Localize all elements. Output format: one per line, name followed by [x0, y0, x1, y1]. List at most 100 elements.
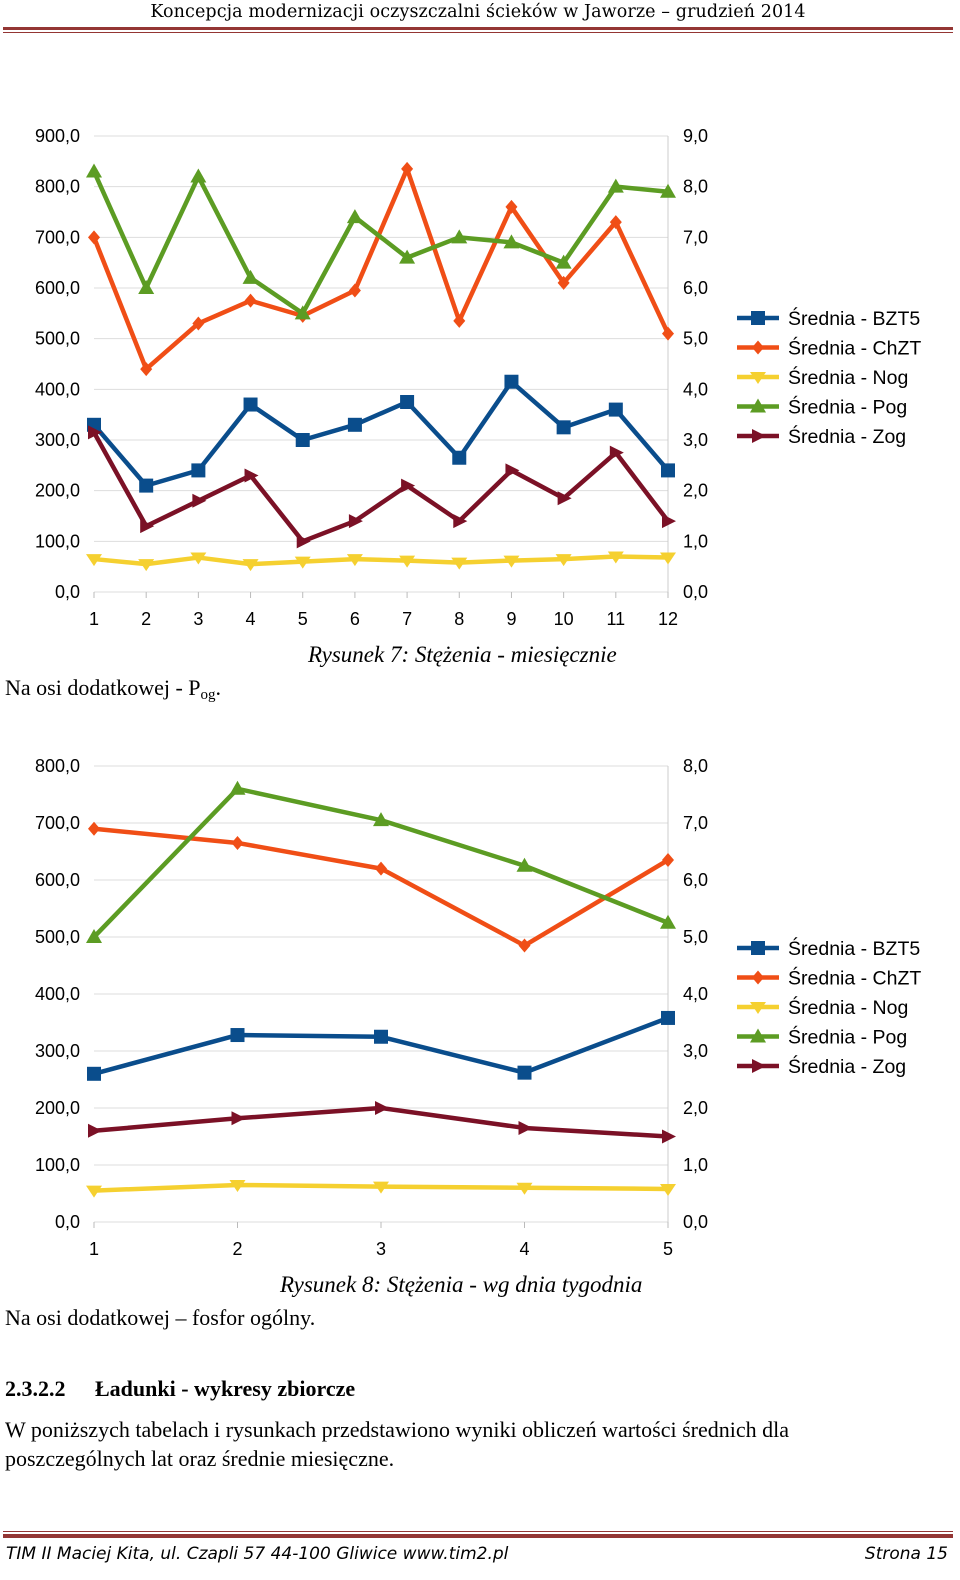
- x-tick-label: 2: [232, 1239, 242, 1259]
- note-1-subscript: og: [200, 687, 216, 703]
- y2-tick-label: 3,0: [683, 430, 708, 450]
- legend-label: Średnia - Nog: [788, 365, 908, 389]
- x-tick-label: 5: [298, 609, 308, 629]
- x-tick-label: 8: [454, 609, 464, 629]
- data-point-pog: [373, 812, 389, 827]
- y-tick-label: 0,0: [55, 582, 80, 602]
- series-zog: [88, 1101, 676, 1144]
- series-pog: [86, 780, 676, 943]
- data-point-nog: [516, 1182, 533, 1195]
- axis-labels: 0,0 100,0 200,0 300,0 400,0 500,0 600,0 700,0 80…: [35, 756, 708, 1259]
- y-tick-label: 300,0: [35, 1041, 80, 1061]
- y2-tick-label: 2,0: [683, 1098, 708, 1118]
- data-point-pog: [86, 929, 102, 943]
- y-tick-label: 400,0: [35, 984, 80, 1004]
- note-secondary-axis-2: Na osi dodatkowej – fosfor ogólny.: [5, 1305, 316, 1330]
- data-point-nog: [138, 559, 155, 572]
- legend-swatch-marker: [752, 1059, 766, 1073]
- data-point-nog: [190, 552, 207, 565]
- y2-tick-label: 6,0: [683, 870, 708, 890]
- data-point-zog: [609, 445, 624, 460]
- y-tick-label: 700,0: [35, 227, 80, 247]
- y2-tick-label: 1,0: [683, 531, 708, 551]
- x-tick-label: 4: [246, 609, 256, 629]
- y-tick-label: 700,0: [35, 813, 80, 833]
- legend-item-nog: Średnia - Nog: [737, 365, 908, 389]
- y-tick-label: 600,0: [35, 870, 80, 890]
- y2-tick-label: 9,0: [683, 126, 708, 146]
- section-paragraph: W poniższych tabelach i rysunkach przeds…: [5, 1417, 790, 1471]
- y-tick-label: 200,0: [35, 1098, 80, 1118]
- legend: Średnia - BZT5 Średnia - ChZT Średnia - No…: [737, 936, 921, 1078]
- x-tick-label: 10: [554, 609, 574, 629]
- data-point-bzt5: [556, 420, 571, 435]
- y-tick-label: 800,0: [35, 756, 80, 776]
- y2-tick-label: 2,0: [683, 481, 708, 501]
- x-tick-label: 6: [350, 609, 360, 629]
- legend-label: Średnia - Zog: [788, 1054, 906, 1078]
- data-point-pog: [190, 168, 207, 183]
- data-point-zog: [192, 493, 207, 508]
- x-tick-label: 3: [193, 609, 203, 629]
- legend-swatch-marker: [751, 311, 765, 325]
- series-chzt: [88, 161, 674, 377]
- series-nog: [86, 1179, 676, 1198]
- data-point-bzt5: [608, 402, 623, 417]
- x-tick-label: 1: [89, 609, 99, 629]
- gridlines: [93, 135, 669, 598]
- y-tick-label: 0,0: [55, 1212, 80, 1232]
- legend-item-pog: Średnia - Pog: [737, 1025, 907, 1049]
- data-point-bzt5: [452, 450, 467, 465]
- data-point-chzt: [662, 326, 674, 341]
- data-point-pog: [516, 857, 533, 872]
- series-line-zog: [92, 431, 670, 544]
- data-point-zog: [505, 463, 520, 478]
- note-1-text: Na osi dodatkowej - P: [5, 675, 201, 700]
- data-point-zog: [244, 468, 259, 483]
- y2-tick-label: 5,0: [683, 927, 708, 947]
- legend-item-nog: Średnia - Nog: [737, 995, 908, 1019]
- data-point-nog: [451, 557, 468, 570]
- legend-label: Średnia - ChZT: [788, 966, 921, 990]
- y-tick-label: 300,0: [35, 430, 80, 450]
- running-header: Koncepcja modernizacji oczyszczalni ście…: [150, 2, 806, 22]
- legend-swatch-marker: [751, 941, 765, 955]
- legend-item-bzt5: Średnia - BZT5: [737, 936, 920, 960]
- y2-tick-label: 0,0: [683, 582, 708, 602]
- y-tick-label: 400,0: [35, 379, 80, 399]
- legend-swatch-marker: [750, 1028, 766, 1043]
- chart-weekday: 0,0 100,0 200,0 300,0 400,0 500,0 600,0 700,0 80…: [0, 748, 960, 1268]
- x-tick-label: 3: [376, 1239, 386, 1259]
- data-point-chzt: [662, 853, 674, 868]
- legend-label: Średnia - Nog: [788, 995, 908, 1019]
- note-secondary-axis-1: Na osi dodatkowej - Pog.: [5, 675, 221, 704]
- legend-item-chzt: Średnia - ChZT: [737, 966, 921, 990]
- y2-tick-label: 7,0: [683, 813, 708, 833]
- header-rule-thin: [3, 32, 953, 33]
- series-line-bzt5: [92, 379, 670, 488]
- y-tick-label: 100,0: [35, 1155, 80, 1175]
- data-point-chzt: [557, 275, 570, 290]
- data-point-bzt5: [295, 433, 310, 447]
- data-point-zog: [140, 519, 155, 534]
- data-point-bzt5: [517, 1065, 532, 1080]
- y-tick-label: 500,0: [35, 927, 80, 947]
- legend-label: Średnia - ChZT: [788, 336, 921, 360]
- x-tick-label: 12: [658, 609, 678, 629]
- data-point-chzt: [231, 835, 244, 850]
- data-point-nog: [503, 555, 520, 568]
- data-point-nog: [607, 551, 624, 564]
- data-point-zog: [453, 514, 468, 529]
- data-point-chzt: [88, 821, 100, 836]
- y-tick-label: 800,0: [35, 177, 80, 197]
- y-tick-label: 900,0: [35, 126, 80, 146]
- y2-tick-label: 0,0: [683, 1212, 708, 1232]
- data-point-bzt5: [191, 463, 206, 478]
- data-point-chzt: [192, 316, 205, 331]
- data-point-pog: [399, 249, 416, 264]
- section-number: 2.3.2.2: [5, 1376, 66, 1401]
- data-point-bzt5: [243, 397, 258, 412]
- data-point-nog: [399, 555, 416, 568]
- data-point-bzt5: [347, 417, 362, 432]
- series-zog: [88, 425, 676, 549]
